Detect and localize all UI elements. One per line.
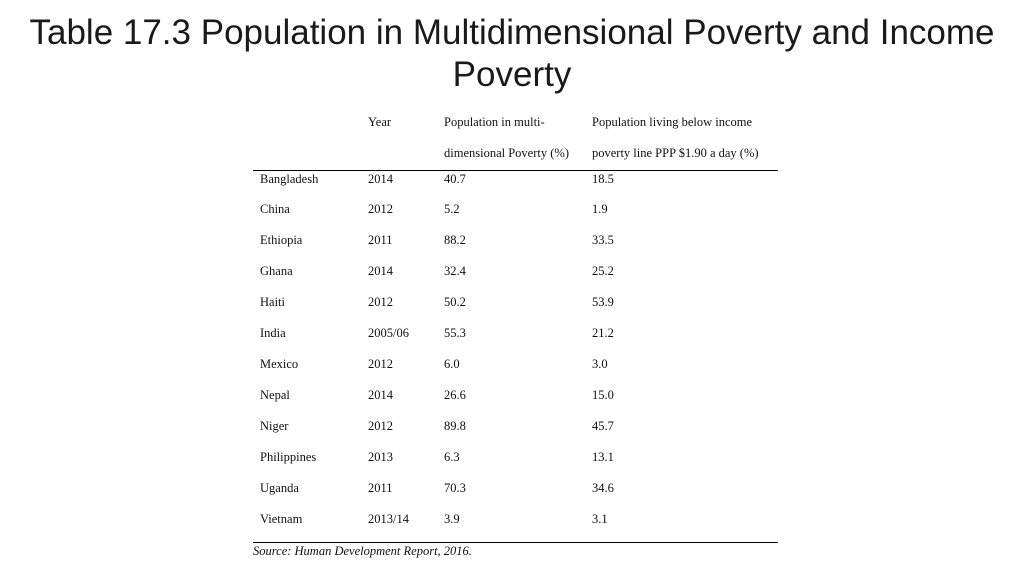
cell-income: 3.0 <box>592 357 608 371</box>
cell-income: 53.9 <box>592 295 614 309</box>
header-income-line-2: poverty line PPP $1.90 a day (%) <box>592 139 778 171</box>
header-multi-line-2: dimensional Poverty (%) <box>444 139 592 171</box>
header-country-blank <box>253 139 368 171</box>
cell-year: 2014 <box>368 264 393 278</box>
cell-multi: 88.2 <box>444 233 466 247</box>
cell-year: 2013/14 <box>368 512 409 526</box>
cell-year: 2011 <box>368 481 393 495</box>
table-row: Nepal 2014 26.6 15.0 <box>253 387 778 418</box>
table-row: Niger 2012 89.8 45.7 <box>253 418 778 449</box>
table-row: India 2005/06 55.3 21.2 <box>253 325 778 356</box>
slide-title: Table 17.3 Population in Multidimensiona… <box>0 12 1024 96</box>
cell-country: India <box>260 326 286 340</box>
cell-income: 25.2 <box>592 264 614 278</box>
cell-income: 34.6 <box>592 481 614 495</box>
table-row: Philippines 2013 6.3 13.1 <box>253 449 778 480</box>
cell-income: 15.0 <box>592 388 614 402</box>
cell-country: Ethiopia <box>260 233 303 247</box>
header-row-1: Year Population in multi- Population liv… <box>253 108 778 139</box>
header-multi-line-1: Population in multi- <box>444 115 545 129</box>
cell-country: China <box>260 202 290 216</box>
header-year: Year <box>368 115 392 129</box>
cell-income: 33.5 <box>592 233 614 247</box>
cell-country: Vietnam <box>260 512 303 526</box>
slide-title-line-2: Poverty <box>452 55 572 94</box>
cell-country: Bangladesh <box>260 171 319 186</box>
table-row: Vietnam 2013/14 3.9 3.1 <box>253 511 778 542</box>
cell-multi: 32.4 <box>444 264 466 278</box>
cell-multi: 55.3 <box>444 326 466 340</box>
cell-year: 2011 <box>368 233 393 247</box>
cell-year: 2005/06 <box>368 326 409 340</box>
cell-multi: 50.2 <box>444 295 466 309</box>
cell-multi: 6.3 <box>444 450 460 464</box>
cell-year: 2014 <box>368 388 393 402</box>
table-body: Bangladesh 2014 40.7 18.5 China 2012 5.2… <box>253 170 778 542</box>
cell-income: 21.2 <box>592 326 614 340</box>
cell-country: Philippines <box>260 450 317 464</box>
cell-income: 18.5 <box>592 171 614 186</box>
cell-country: Haiti <box>260 295 285 309</box>
cell-year: 2012 <box>368 295 393 309</box>
cell-country: Ghana <box>260 264 293 278</box>
cell-year: 2013 <box>368 450 393 464</box>
cell-multi: 6.0 <box>444 357 460 371</box>
table-row: Haiti 2012 50.2 53.9 <box>253 294 778 325</box>
cell-income: 1.9 <box>592 202 608 216</box>
table-header: Year Population in multi- Population liv… <box>253 108 778 171</box>
source-note: Source: Human Development Report, 2016. <box>253 541 778 559</box>
header-row-2: dimensional Poverty (%) poverty line PPP… <box>253 139 778 171</box>
cell-multi: 70.3 <box>444 481 466 495</box>
table-row: Mexico 2012 6.0 3.0 <box>253 356 778 387</box>
table-row: China 2012 5.2 1.9 <box>253 201 778 232</box>
table-row: Uganda 2011 70.3 34.6 <box>253 480 778 511</box>
cell-multi: 5.2 <box>444 202 460 216</box>
cell-year: 2012 <box>368 202 393 216</box>
poverty-table-container: Year Population in multi- Population liv… <box>253 108 778 559</box>
header-year-blank <box>368 139 444 171</box>
cell-multi: 26.6 <box>444 388 466 402</box>
cell-country: Nepal <box>260 388 290 402</box>
poverty-table: Year Population in multi- Population liv… <box>253 108 778 559</box>
cell-country: Niger <box>260 419 289 433</box>
cell-multi: 89.8 <box>444 419 466 433</box>
cell-income: 3.1 <box>592 512 608 526</box>
cell-income: 13.1 <box>592 450 614 464</box>
table-row: Bangladesh 2014 40.7 18.5 <box>253 170 778 201</box>
source-row: Source: Human Development Report, 2016. <box>253 541 778 559</box>
header-country <box>253 108 368 139</box>
table-row: Ethiopia 2011 88.2 33.5 <box>253 232 778 263</box>
slide-title-line-1: Table 17.3 Population in Multidimensiona… <box>29 13 995 52</box>
cell-year: 2014 <box>368 171 393 186</box>
header-income-line-1: Population living below income <box>592 115 753 129</box>
cell-year: 2012 <box>368 357 393 371</box>
cell-income: 45.7 <box>592 419 614 433</box>
cell-multi: 3.9 <box>444 512 460 526</box>
cell-multi: 40.7 <box>444 171 466 186</box>
cell-country: Uganda <box>260 481 299 495</box>
cell-year: 2012 <box>368 419 393 433</box>
table-row: Ghana 2014 32.4 25.2 <box>253 263 778 294</box>
cell-country: Mexico <box>260 357 299 371</box>
